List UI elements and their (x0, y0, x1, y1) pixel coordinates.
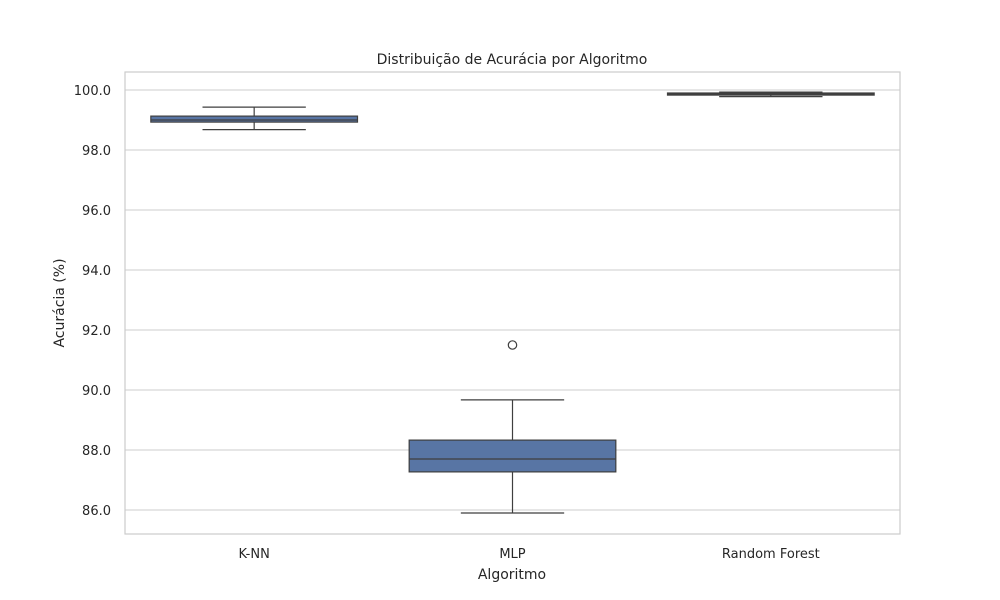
y-axis-label: Acurácia (%) (52, 258, 68, 347)
y-tick-label: 100.0 (74, 84, 111, 99)
box-group (150, 106, 359, 131)
iqr-box (408, 439, 617, 473)
chart-title: Distribuição de Acurácia por Algoritmo (377, 52, 648, 68)
y-tick-label: 98.0 (82, 144, 111, 159)
y-tick-label: 86.0 (82, 504, 111, 519)
plot-frame (124, 71, 901, 535)
x-axis-label: Algoritmo (478, 567, 546, 583)
box-group (666, 91, 875, 98)
boxes-layer (150, 91, 875, 514)
box-group (408, 340, 617, 514)
y-tick-label: 88.0 (82, 444, 111, 459)
x-tick-label: MLP (499, 547, 525, 562)
iqr-box (150, 115, 359, 123)
y-tick-label: 96.0 (82, 204, 111, 219)
x-tick-labels: K-NN MLP Random Forest (239, 547, 820, 562)
y-tick-label: 92.0 (82, 324, 111, 339)
outlier-point (507, 340, 518, 350)
x-tick-label: K-NN (239, 547, 270, 562)
x-tick-label: Random Forest (722, 547, 820, 562)
y-tick-label: 90.0 (82, 384, 111, 399)
grid-layer (125, 89, 900, 511)
y-tick-label: 94.0 (82, 264, 111, 279)
y-tick-labels: 86.0 88.0 90.0 92.0 94.0 96.0 98.0 100.0 (74, 84, 111, 519)
